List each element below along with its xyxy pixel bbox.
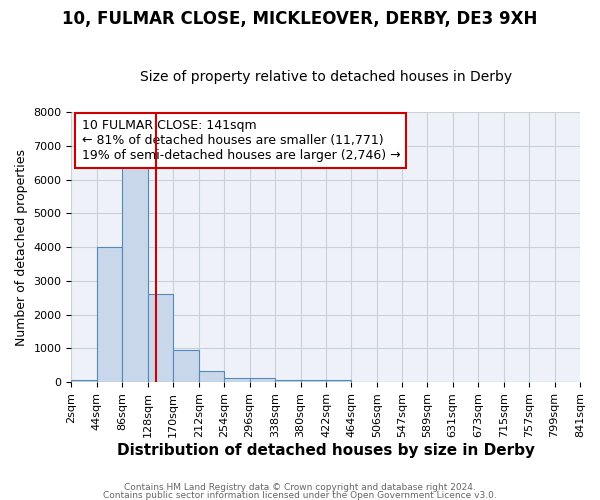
- Text: Contains public sector information licensed under the Open Government Licence v3: Contains public sector information licen…: [103, 490, 497, 500]
- Bar: [148, 294, 173, 382]
- Bar: [326, 380, 352, 382]
- X-axis label: Distribution of detached houses by size in Derby: Distribution of detached houses by size …: [117, 442, 535, 458]
- Bar: [97, 247, 122, 382]
- Bar: [199, 372, 224, 382]
- Text: Contains HM Land Registry data © Crown copyright and database right 2024.: Contains HM Land Registry data © Crown c…: [124, 484, 476, 492]
- Y-axis label: Number of detached properties: Number of detached properties: [15, 148, 28, 346]
- Bar: [301, 380, 326, 382]
- Bar: [71, 380, 97, 382]
- Text: 10, FULMAR CLOSE, MICKLEOVER, DERBY, DE3 9XH: 10, FULMAR CLOSE, MICKLEOVER, DERBY, DE3…: [62, 10, 538, 28]
- Bar: [122, 160, 148, 382]
- Bar: [250, 378, 275, 382]
- Bar: [224, 378, 250, 382]
- Bar: [173, 350, 199, 382]
- Title: Size of property relative to detached houses in Derby: Size of property relative to detached ho…: [140, 70, 512, 85]
- Text: 10 FULMAR CLOSE: 141sqm
← 81% of detached houses are smaller (11,771)
19% of sem: 10 FULMAR CLOSE: 141sqm ← 81% of detache…: [82, 119, 400, 162]
- Bar: [275, 380, 301, 382]
